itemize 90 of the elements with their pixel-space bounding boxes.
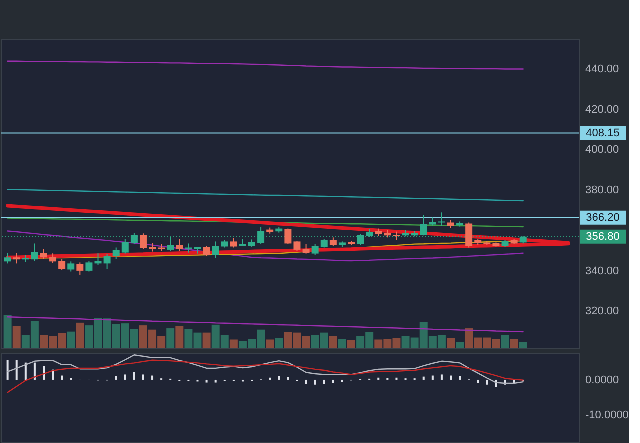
- bar: [115, 376, 118, 380]
- candlestick: [466, 222, 473, 248]
- line-series: [7, 60, 524, 70]
- line-series: [7, 354, 524, 384]
- y-tick-label: 440.00: [586, 64, 620, 76]
- bar: [67, 332, 76, 348]
- bar: [477, 380, 480, 384]
- y-tick-label: 380.00: [586, 184, 620, 197]
- candlestick: [302, 244, 310, 254]
- y-tick-label: 420.00: [586, 104, 620, 116]
- bar: [206, 380, 208, 383]
- candlestick: [294, 240, 301, 252]
- bar: [501, 335, 510, 348]
- candlestick: [140, 233, 147, 250]
- candlestick: [122, 238, 129, 254]
- candlestick: [112, 247, 120, 260]
- bar: [341, 380, 344, 382]
- candlestick: [86, 260, 93, 272]
- candlestick: [104, 254, 111, 270]
- bar: [432, 376, 434, 380]
- line-series: [7, 189, 524, 202]
- candlestick: [167, 236, 174, 252]
- bar: [230, 340, 238, 348]
- candlestick: [76, 262, 84, 276]
- bar: [456, 342, 464, 348]
- candlestick: [357, 234, 364, 246]
- bar: [338, 339, 346, 348]
- candlestick: [203, 246, 210, 257]
- bar: [486, 380, 488, 385]
- candlestick: [130, 232, 138, 245]
- bar: [450, 376, 452, 380]
- candlestick: [31, 243, 38, 262]
- bar: [214, 380, 217, 383]
- y-tick-label: 340.00: [586, 265, 620, 278]
- candlestick: [284, 228, 292, 245]
- candlestick: [438, 212, 446, 226]
- candlestick: [58, 258, 66, 271]
- candlestick: [212, 241, 220, 259]
- bar: [519, 342, 528, 348]
- y-tick-label: 0.0000: [586, 374, 620, 386]
- bar: [332, 380, 334, 384]
- bar: [12, 326, 21, 348]
- bar: [6, 360, 9, 380]
- candlestick: [230, 238, 238, 248]
- y-tick-label: 320.00: [586, 306, 620, 318]
- bar: [275, 338, 284, 348]
- bar: [4, 315, 12, 348]
- bar: [440, 374, 443, 380]
- bar: [459, 376, 462, 380]
- bar: [305, 380, 308, 384]
- ref-line-label: 366.20: [586, 212, 620, 224]
- bar: [34, 362, 36, 380]
- bar: [287, 377, 290, 380]
- y-tick-label: 400.00: [586, 144, 620, 156]
- bar: [176, 326, 184, 348]
- candlestick: [420, 214, 428, 236]
- candlestick: [94, 253, 102, 266]
- candlestick: [258, 226, 265, 245]
- bar: [446, 338, 455, 348]
- candlestick: [68, 261, 75, 272]
- bar: [24, 362, 27, 380]
- line-series: [7, 230, 524, 262]
- bar: [133, 372, 136, 380]
- bar: [278, 376, 280, 380]
- y-tick-label: -10.0000: [586, 410, 629, 422]
- bar: [166, 328, 175, 348]
- candlestick: [176, 238, 184, 252]
- candlestick: [4, 252, 12, 264]
- bar: [422, 376, 425, 380]
- bar: [42, 366, 45, 380]
- candlestick: [312, 244, 319, 256]
- bar: [329, 336, 338, 348]
- bar: [124, 374, 126, 380]
- line-series: [7, 360, 524, 394]
- bar: [510, 339, 518, 348]
- bar: [202, 332, 211, 348]
- bar: [142, 374, 144, 380]
- bar: [348, 340, 356, 348]
- bar: [76, 322, 84, 348]
- bar: [266, 340, 274, 348]
- bar: [323, 380, 326, 384]
- ref-line-label: 356.80: [586, 230, 620, 243]
- ref-line-label: 408.15: [586, 127, 620, 140]
- candlestick: [50, 253, 57, 264]
- candlestick: [40, 248, 48, 260]
- bar: [152, 376, 154, 380]
- bar: [314, 380, 316, 385]
- bar: [61, 376, 64, 380]
- bar: [16, 360, 18, 380]
- candlestick: [13, 252, 20, 264]
